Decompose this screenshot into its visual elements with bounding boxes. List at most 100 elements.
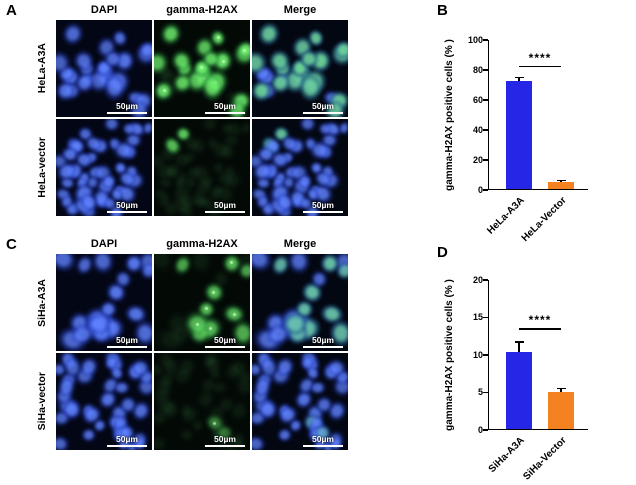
error-bar-cap bbox=[556, 387, 566, 390]
column-header-gamma-h2ax: gamma-H2AX bbox=[166, 238, 238, 250]
cell-nucleus bbox=[187, 254, 216, 277]
micrograph-siha-vector-dapi: 50µm bbox=[56, 353, 152, 450]
y-tick-label: 5 bbox=[477, 387, 483, 397]
y-axis-label: gamma-H2AX positive cells (% ) bbox=[444, 39, 455, 191]
error-bar-cap bbox=[514, 76, 524, 78]
y-tick-mark bbox=[483, 99, 488, 101]
scale-bar-label: 50µm bbox=[312, 101, 334, 111]
scale-bar-label: 50µm bbox=[214, 200, 236, 210]
panel-label-c: C bbox=[6, 236, 17, 253]
bar-chart-siha: gamma-H2AX positive cells (% ) 0 5 10 15 20 S… bbox=[444, 272, 636, 485]
scale-bar: 50µm bbox=[107, 336, 147, 348]
bar-SiHa-Vector bbox=[548, 391, 574, 429]
scale-bar: 50µm bbox=[303, 201, 343, 213]
y-tick-mark bbox=[483, 279, 488, 281]
micrograph-hela-a3a-dapi: 50µm bbox=[56, 20, 152, 117]
scale-bar-line bbox=[205, 346, 245, 348]
h2ax-focus bbox=[212, 421, 216, 425]
y-tick-mark bbox=[483, 159, 488, 161]
column-header-dapi: DAPI bbox=[90, 238, 118, 250]
scale-bar-line bbox=[205, 211, 245, 213]
y-tick-mark bbox=[483, 391, 488, 394]
h2ax-focus bbox=[243, 48, 247, 52]
micrograph-siha-vector-gamma-h2ax: 50µm bbox=[154, 353, 250, 450]
h2ax-focus bbox=[196, 322, 200, 326]
row-label-hela-a3a: HeLa-A3A bbox=[30, 20, 54, 117]
cell-nucleus bbox=[154, 432, 171, 450]
bar-SiHa-A3A bbox=[506, 351, 532, 429]
significance-stars: **** bbox=[528, 50, 552, 65]
cell-nucleus bbox=[252, 432, 269, 450]
y-tick-label: 80 bbox=[472, 64, 483, 75]
h2ax-focus bbox=[216, 36, 220, 40]
cell-nucleus bbox=[199, 119, 220, 134]
scale-bar-label: 50µm bbox=[214, 101, 236, 111]
y-tick-label: 60 bbox=[472, 94, 483, 105]
h2ax-focus bbox=[212, 290, 216, 294]
y-tick-mark bbox=[483, 189, 488, 191]
scale-bar-line bbox=[303, 445, 343, 447]
scale-bar-label: 50µm bbox=[116, 335, 138, 345]
plot-area: 0 20 40 60 80 100 HeLa-A3A HeLa-Vector **** bbox=[468, 35, 588, 244]
scale-bar-line bbox=[107, 346, 147, 348]
cell-nucleus bbox=[156, 20, 187, 49]
row-label-text: HeLa-A3A bbox=[36, 43, 48, 94]
scale-bar-label: 50µm bbox=[312, 335, 334, 345]
h2ax-focus bbox=[200, 66, 204, 70]
error-bar-stem bbox=[518, 342, 520, 352]
micrograph-hela-a3a-merge: 50µm bbox=[252, 20, 348, 117]
scale-bar: 50µm bbox=[205, 102, 245, 114]
plot-area: 0 5 10 15 20 SiHa-A3A SiHa-Vector **** bbox=[473, 275, 588, 482]
scale-bar: 50µm bbox=[205, 201, 245, 213]
scale-bar-line bbox=[303, 211, 343, 213]
scale-bar-label: 50µm bbox=[312, 200, 334, 210]
spacer bbox=[30, 2, 54, 18]
spacer bbox=[30, 236, 54, 252]
scale-bar-label: 50µm bbox=[116, 434, 138, 444]
scale-bar-label: 50µm bbox=[116, 200, 138, 210]
error-bar-stem bbox=[560, 181, 562, 183]
y-tick-mark bbox=[483, 69, 488, 71]
row-label-text: SiHa-vector bbox=[36, 372, 48, 431]
h2ax-focus bbox=[162, 89, 166, 93]
cell-nucleus bbox=[297, 119, 318, 134]
scale-bar-label: 50µm bbox=[214, 335, 236, 345]
micrograph-siha-a3a-dapi: 50µm bbox=[56, 254, 152, 351]
cell-nucleus bbox=[254, 20, 285, 49]
significance-line bbox=[519, 328, 561, 330]
cell-nucleus bbox=[308, 379, 327, 396]
scale-bar: 50µm bbox=[205, 336, 245, 348]
row-label-hela-vector: HeLa-vector bbox=[30, 119, 54, 216]
scale-bar: 50µm bbox=[107, 201, 147, 213]
row-label-siha-a3a: SiHa-A3A bbox=[30, 254, 54, 351]
y-tick-mark bbox=[483, 429, 488, 431]
y-tick-label: 100 bbox=[467, 34, 483, 45]
micrograph-siha-vector-merge: 50µm bbox=[252, 353, 348, 450]
row-label-siha-vector: SiHa-vector bbox=[30, 353, 54, 450]
panel-label-d: D bbox=[437, 244, 448, 261]
scale-bar-line bbox=[107, 112, 147, 114]
h2ax-focus bbox=[232, 312, 236, 316]
h2ax-focus bbox=[230, 261, 234, 265]
scale-bar-label: 50µm bbox=[312, 434, 334, 444]
micro-panel-a: DAPI gamma-H2AX Merge HeLa-A3A 50µm 50µm… bbox=[30, 2, 348, 216]
cell-nucleus bbox=[112, 139, 135, 161]
y-tick-mark bbox=[483, 39, 488, 41]
row-label-text: SiHa-A3A bbox=[36, 278, 48, 327]
cell-nucleus bbox=[89, 254, 118, 277]
error-bar-stem bbox=[560, 389, 562, 392]
micrograph-hela-vector-gamma-h2ax: 50µm bbox=[154, 119, 250, 216]
column-header-gamma-h2ax: gamma-H2AX bbox=[166, 4, 238, 16]
scale-bar-label: 50µm bbox=[116, 101, 138, 111]
y-tick-label: 40 bbox=[472, 124, 483, 135]
y-tick-label: 15 bbox=[472, 312, 483, 322]
micrograph-hela-a3a-gamma-h2ax: 50µm bbox=[154, 20, 250, 117]
micrograph-hela-vector-merge: 50µm bbox=[252, 119, 348, 216]
scale-bar: 50µm bbox=[303, 102, 343, 114]
scale-bar-line bbox=[205, 112, 245, 114]
y-tick-label: 20 bbox=[472, 274, 483, 285]
scale-bar-line bbox=[205, 445, 245, 447]
scale-bar-line bbox=[303, 346, 343, 348]
cell-nucleus bbox=[210, 379, 229, 396]
cell-nucleus bbox=[210, 139, 233, 161]
